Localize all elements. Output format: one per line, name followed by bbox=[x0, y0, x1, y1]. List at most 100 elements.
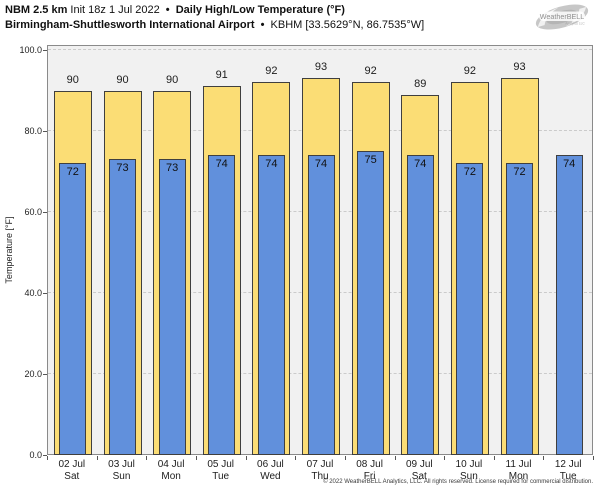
x-label-day: Fri bbox=[363, 471, 376, 482]
x-label-date: 08 Jul bbox=[356, 459, 383, 470]
subtitle-separator: • bbox=[260, 19, 265, 31]
logo-text: WeatherBELL bbox=[540, 12, 585, 21]
high-value-label: 92 bbox=[463, 65, 477, 78]
high-value-label: 91 bbox=[215, 69, 228, 82]
gridline-100 bbox=[48, 48, 592, 50]
x-label-date: 07 Jul bbox=[306, 459, 334, 470]
x-label-day: Thu bbox=[311, 471, 329, 482]
x-label-day: Mon bbox=[508, 471, 529, 482]
high-value-label: 93 bbox=[314, 61, 328, 74]
low-value-label: 72 bbox=[66, 166, 79, 179]
low-value-label: 74 bbox=[414, 158, 427, 171]
x-axis-tick bbox=[344, 456, 346, 460]
low-bar bbox=[406, 155, 434, 455]
x-label-date: 06 Jul bbox=[257, 459, 284, 470]
x-label-day: Sat bbox=[64, 471, 80, 482]
x-label-date: 11 Jul bbox=[505, 459, 532, 470]
chart-plot-area: 90 72 90 73 90 73 91 74 92 74 93 74 92 75 89 74 92 72 93 72… bbox=[47, 45, 593, 455]
low-value-label: 73 bbox=[116, 162, 129, 175]
high-value-label: 89 bbox=[414, 77, 427, 90]
y-axis-tick bbox=[43, 211, 47, 213]
low-value-label: 74 bbox=[215, 158, 228, 171]
x-label-date: 03 Jul bbox=[108, 459, 135, 470]
low-bar bbox=[357, 151, 385, 455]
x-axis-category-label: 07 Jul Thu bbox=[307, 459, 334, 483]
x-axis-tick bbox=[394, 456, 396, 460]
x-label-date: 02 Jul bbox=[58, 459, 86, 470]
title-init: Init 18z 1 Jul 2022 bbox=[70, 4, 160, 16]
x-axis-tick bbox=[146, 456, 148, 460]
low-value-label: 74 bbox=[265, 158, 278, 171]
title-product: Daily High/Low Temperature (°F) bbox=[175, 4, 345, 16]
x-axis-category-label: 05 Jul Tue bbox=[207, 459, 234, 483]
x-axis-tick bbox=[493, 456, 495, 460]
x-axis-category-label: 02 Jul Sat bbox=[58, 459, 85, 483]
x-axis-tick bbox=[245, 456, 247, 460]
high-value-label: 90 bbox=[165, 73, 179, 86]
low-bar bbox=[208, 155, 236, 455]
weatherbell-logo-icon: WeatherBELL Analytics LLC bbox=[535, 4, 589, 30]
x-axis-tick bbox=[543, 456, 545, 460]
y-axis-tick-label: 80.0 bbox=[24, 125, 42, 136]
low-value-label: 72 bbox=[463, 166, 477, 179]
x-axis-category-label: 12 Jul Tue bbox=[555, 459, 582, 483]
x-axis-category-label: 09 Jul Sat bbox=[406, 459, 433, 483]
x-axis-tick bbox=[195, 456, 197, 460]
x-axis-category-label: 04 Jul Mon bbox=[158, 459, 185, 483]
low-bar bbox=[307, 155, 335, 455]
y-axis-tick-label: 40.0 bbox=[24, 287, 42, 298]
high-value-label: 90 bbox=[66, 73, 79, 86]
x-label-day: Sun bbox=[459, 471, 478, 482]
low-value-label: 74 bbox=[563, 158, 576, 171]
x-label-date: 04 Jul bbox=[157, 459, 185, 470]
y-axis-tick-label: 0.0 bbox=[29, 449, 42, 460]
subtitle-station-id: KBHM [33.5629°N, 86.7535°W] bbox=[270, 19, 425, 31]
x-axis-category-label: 03 Jul Sun bbox=[108, 459, 135, 483]
x-axis-tick bbox=[593, 456, 594, 460]
x-label-date: 12 Jul bbox=[554, 459, 582, 470]
y-axis-tick bbox=[43, 454, 47, 456]
x-label-day: Tue bbox=[559, 471, 577, 482]
x-axis-category-label: 10 Jul Sun bbox=[456, 459, 483, 483]
low-bar bbox=[109, 159, 136, 455]
y-axis-title: Temperature [°F] bbox=[4, 216, 14, 284]
chart-title: NBM 2.5 km Init 18z 1 Jul 2022 • Daily H… bbox=[5, 4, 345, 16]
low-bar bbox=[257, 155, 285, 455]
x-label-day: Wed bbox=[260, 471, 281, 482]
high-value-label: 90 bbox=[116, 73, 129, 86]
copyright-notice: © 2022 WeatherBELL Analytics, LLC. All r… bbox=[323, 479, 593, 485]
y-axis-tick-label: 100.0 bbox=[19, 44, 42, 55]
low-value-label: 75 bbox=[364, 154, 377, 167]
low-value-label: 74 bbox=[314, 158, 328, 171]
x-axis-category-label: 08 Jul Fri bbox=[356, 459, 383, 483]
y-axis-tick-label: 20.0 bbox=[24, 368, 42, 379]
low-value-label: 72 bbox=[513, 166, 526, 179]
logo-subtext: Analytics LLC bbox=[565, 22, 585, 26]
x-axis-category-label: 11 Jul Mon bbox=[506, 459, 532, 483]
x-axis-tick bbox=[47, 456, 48, 460]
high-value-label: 92 bbox=[265, 65, 278, 78]
x-label-date: 09 Jul bbox=[405, 459, 433, 470]
subtitle-station: Birmingham-Shuttlesworth International A… bbox=[5, 19, 255, 31]
x-label-day: Sat bbox=[411, 471, 427, 482]
y-axis-tick bbox=[43, 49, 47, 51]
low-value-label: 73 bbox=[165, 162, 179, 175]
x-axis-tick bbox=[444, 456, 446, 460]
low-bar bbox=[456, 163, 484, 455]
y-axis-tick-label: 60.0 bbox=[24, 206, 42, 217]
y-axis-tick bbox=[43, 130, 47, 132]
x-label-day: Mon bbox=[161, 471, 181, 482]
x-label-day: Tue bbox=[212, 471, 230, 482]
low-bar bbox=[506, 163, 533, 455]
x-axis-category-label: 06 Jul Wed bbox=[257, 459, 284, 483]
title-separator: • bbox=[165, 4, 170, 16]
high-value-label: 92 bbox=[364, 65, 377, 78]
low-bar bbox=[158, 159, 186, 455]
low-bar bbox=[555, 155, 583, 455]
high-value-label: 93 bbox=[513, 61, 526, 74]
y-axis-tick bbox=[43, 373, 47, 375]
title-model: NBM 2.5 km bbox=[5, 4, 68, 16]
x-axis-tick bbox=[96, 456, 98, 460]
x-label-date: 10 Jul bbox=[455, 459, 483, 470]
